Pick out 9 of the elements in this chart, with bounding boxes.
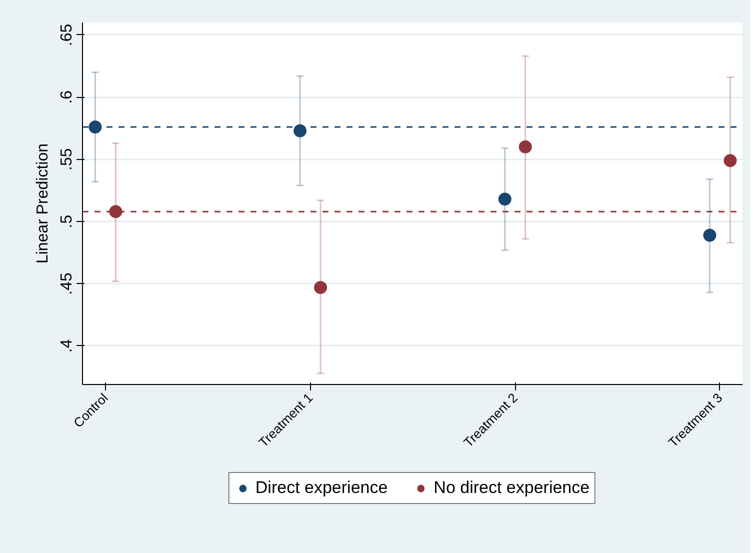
y-tick-label: .6 <box>58 90 76 104</box>
legend-label: No direct experience <box>434 478 590 498</box>
y-tick-label: .65 <box>58 24 76 46</box>
y-axis-title: Linear Prediction <box>34 143 52 264</box>
y-tick-label: .4 <box>58 339 76 353</box>
y-tick-label: .55 <box>58 148 76 170</box>
y-tick-label: .45 <box>58 272 76 295</box>
y-tick-label: .5 <box>58 214 76 228</box>
legend-label: Direct experience <box>255 478 388 498</box>
